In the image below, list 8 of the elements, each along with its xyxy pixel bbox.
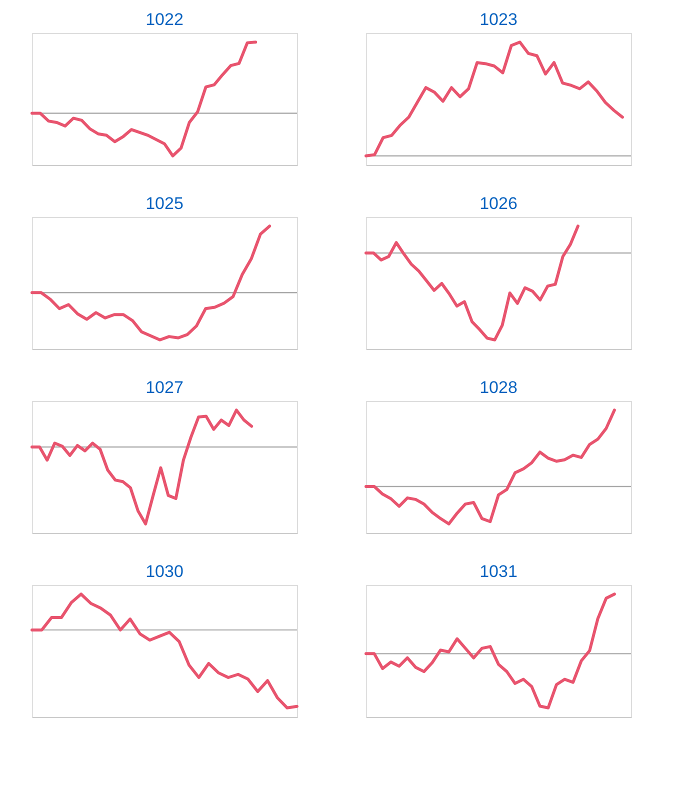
chart-title: 1030 xyxy=(146,562,184,581)
chart-title: 1028 xyxy=(480,378,518,397)
chart-title: 1031 xyxy=(480,562,518,581)
chart-title: 1022 xyxy=(146,10,184,29)
chart-title: 1025 xyxy=(146,194,184,213)
chart-title: 1026 xyxy=(480,194,518,213)
chart-title: 1027 xyxy=(146,378,184,397)
chart-title: 1023 xyxy=(480,10,518,29)
